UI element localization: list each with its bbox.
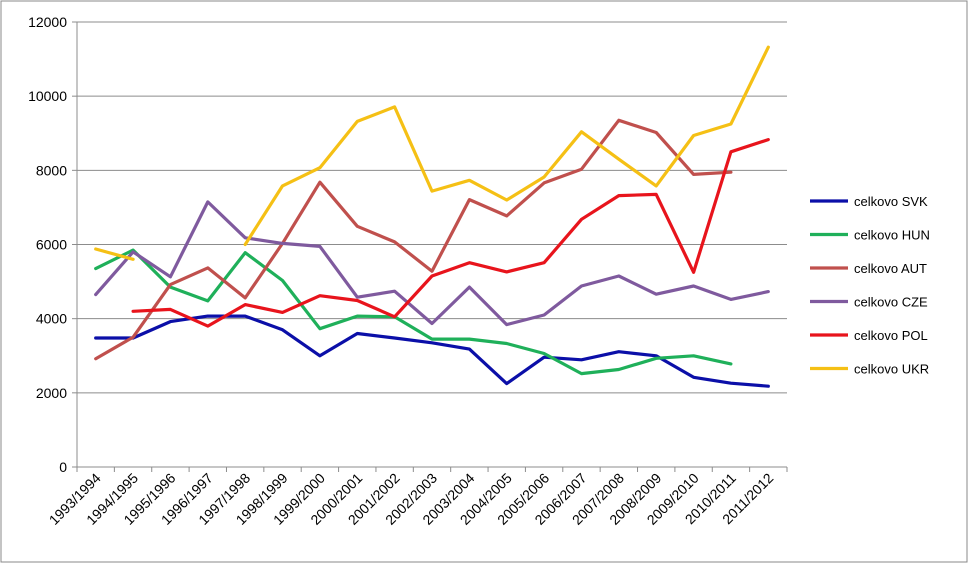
axes: 0200040006000800010000120001993/19941994… xyxy=(28,14,788,528)
legend-label: celkovo POL xyxy=(854,328,928,343)
series-line-2 xyxy=(94,248,733,376)
y-tick-label: 8000 xyxy=(36,162,67,178)
y-tick-label: 4000 xyxy=(36,311,67,327)
series-line-3 xyxy=(94,118,733,361)
y-tick-label: 2000 xyxy=(36,385,67,401)
series-line-4 xyxy=(94,200,770,327)
y-tick-label: 6000 xyxy=(36,237,67,253)
legend-label: celkovo AUT xyxy=(854,261,927,276)
series-line-5 xyxy=(131,138,770,328)
legend-label: celkovo HUN xyxy=(854,228,930,243)
series-lines xyxy=(94,45,770,388)
y-tick-label: 10000 xyxy=(28,88,67,104)
legend-label: celkovo CZE xyxy=(854,295,928,310)
y-tick-label: 0 xyxy=(59,459,67,475)
legend-label: celkovo SVK xyxy=(854,194,928,209)
y-tick-label: 12000 xyxy=(28,14,67,30)
series-line-6 xyxy=(94,45,770,261)
legend-label: celkovo UKR xyxy=(854,362,929,377)
legend: celkovo SVK celkovo HUN celkovo AUT celkovo… xyxy=(810,194,930,377)
series-line-1 xyxy=(94,314,770,388)
